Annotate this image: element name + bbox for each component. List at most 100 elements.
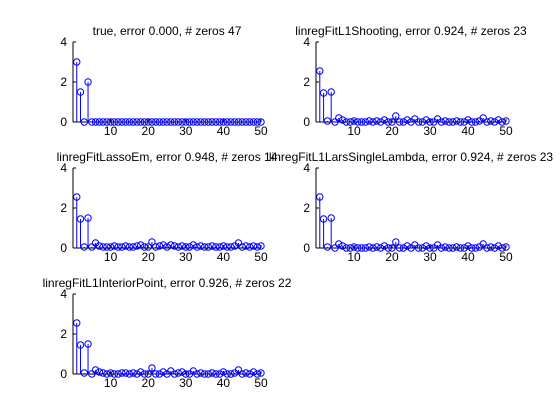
stem-marker	[204, 243, 213, 251]
stem-marker	[361, 244, 370, 252]
stem-marker	[99, 243, 107, 251]
stem-marker	[174, 243, 182, 251]
stem-marker	[155, 370, 164, 378]
stem-marker	[178, 368, 186, 376]
stem-marker	[471, 244, 480, 252]
stem-marker	[253, 243, 261, 251]
stem-marker	[369, 118, 377, 126]
stem-marker	[249, 118, 258, 126]
stem-marker	[174, 369, 182, 377]
stem-marker	[471, 118, 480, 126]
stem-marker	[357, 244, 366, 252]
stem-marker	[208, 242, 216, 250]
stem-marker	[369, 244, 377, 252]
subplot-1: true, error 0.000, # zeros 47 10 20 30 40 50 0…	[60, 24, 268, 138]
stem-marker	[494, 116, 503, 124]
stem-marker	[487, 117, 495, 125]
stem-marker	[178, 242, 186, 250]
x-tick-label: 20	[385, 250, 399, 264]
stem-marker	[316, 193, 324, 201]
stem-marker	[234, 118, 243, 126]
stem-marker	[227, 118, 235, 126]
x-tick-label: 40	[217, 376, 231, 390]
stem-marker	[316, 67, 324, 75]
stem-marker	[84, 78, 92, 86]
stem-marker	[148, 118, 156, 126]
stem-marker	[95, 242, 104, 250]
stem-marker	[414, 244, 423, 252]
y-tick-label: 4	[60, 161, 67, 175]
stem-marker	[395, 118, 404, 126]
y-tick-label: 2	[60, 75, 67, 89]
stem-marker	[125, 118, 134, 126]
stem-marker	[464, 242, 472, 250]
stem-marker	[357, 118, 366, 126]
stem-marker	[197, 242, 205, 250]
stem-marker	[249, 242, 258, 250]
stem-marker	[91, 366, 100, 374]
stem-marker	[223, 370, 231, 378]
stem-marker	[212, 243, 220, 251]
x-tick-label: 40	[217, 124, 231, 138]
stem-marker	[167, 118, 175, 126]
stem-marker	[384, 118, 392, 126]
stem-marker	[323, 243, 332, 251]
stem-marker	[327, 88, 335, 96]
stem-marker	[373, 117, 381, 125]
stem-marker	[468, 118, 476, 126]
stem-marker	[185, 243, 194, 251]
stem-marker	[118, 243, 126, 251]
stem-marker	[456, 244, 465, 252]
stem-marker	[380, 116, 389, 124]
stem-marker	[456, 118, 465, 126]
stem-marker	[200, 243, 209, 251]
x-tick-label: 50	[254, 376, 268, 390]
stem-marker	[144, 370, 152, 378]
subplot-title: linregFitLassoEm, error 0.948, # zeros 1…	[57, 150, 278, 164]
stem-marker	[121, 369, 130, 377]
x-tick-label: 40	[461, 124, 475, 138]
stem-marker	[99, 369, 107, 377]
stem-marker	[253, 118, 261, 126]
y-tick-label: 4	[60, 35, 67, 49]
stem-marker	[144, 118, 152, 126]
stem-marker	[99, 118, 107, 126]
stem-marker	[200, 118, 209, 126]
stem-marker	[422, 242, 430, 250]
stem-marker	[121, 118, 130, 126]
stem-marker	[335, 240, 343, 248]
stem-marker	[342, 244, 351, 252]
stem-marker	[468, 244, 476, 252]
x-tick-label: 30	[423, 124, 437, 138]
stem-marker	[91, 118, 100, 126]
stem-marker	[234, 239, 243, 247]
stem-marker	[246, 243, 254, 251]
stem-marker	[219, 242, 228, 250]
x-tick-label: 50	[499, 124, 513, 138]
stem-marker	[88, 118, 96, 126]
stem-marker	[110, 370, 119, 378]
x-tick-label: 10	[347, 124, 361, 138]
y-tick-label: 0	[60, 241, 67, 255]
stem-marker	[152, 243, 160, 251]
x-tick-label: 30	[179, 250, 193, 264]
stem-marker	[204, 118, 213, 126]
stem-marker	[159, 368, 167, 376]
stem-marker	[238, 118, 246, 126]
stem-marker	[350, 243, 358, 251]
stem-marker	[110, 118, 119, 126]
stem-marker	[376, 244, 385, 252]
stem-marker	[136, 118, 145, 126]
stem-marker	[103, 118, 111, 126]
stem-marker	[148, 364, 156, 372]
stem-marker	[319, 89, 328, 97]
stem-marker	[323, 117, 332, 125]
stem-marker	[136, 241, 145, 249]
stem-marker	[103, 243, 111, 251]
stem-marker	[95, 118, 104, 126]
stem-marker	[114, 243, 122, 251]
stem-marker	[346, 118, 354, 126]
stem-marker	[125, 370, 134, 378]
stem-marker	[200, 370, 209, 378]
stem-marker	[449, 118, 457, 126]
